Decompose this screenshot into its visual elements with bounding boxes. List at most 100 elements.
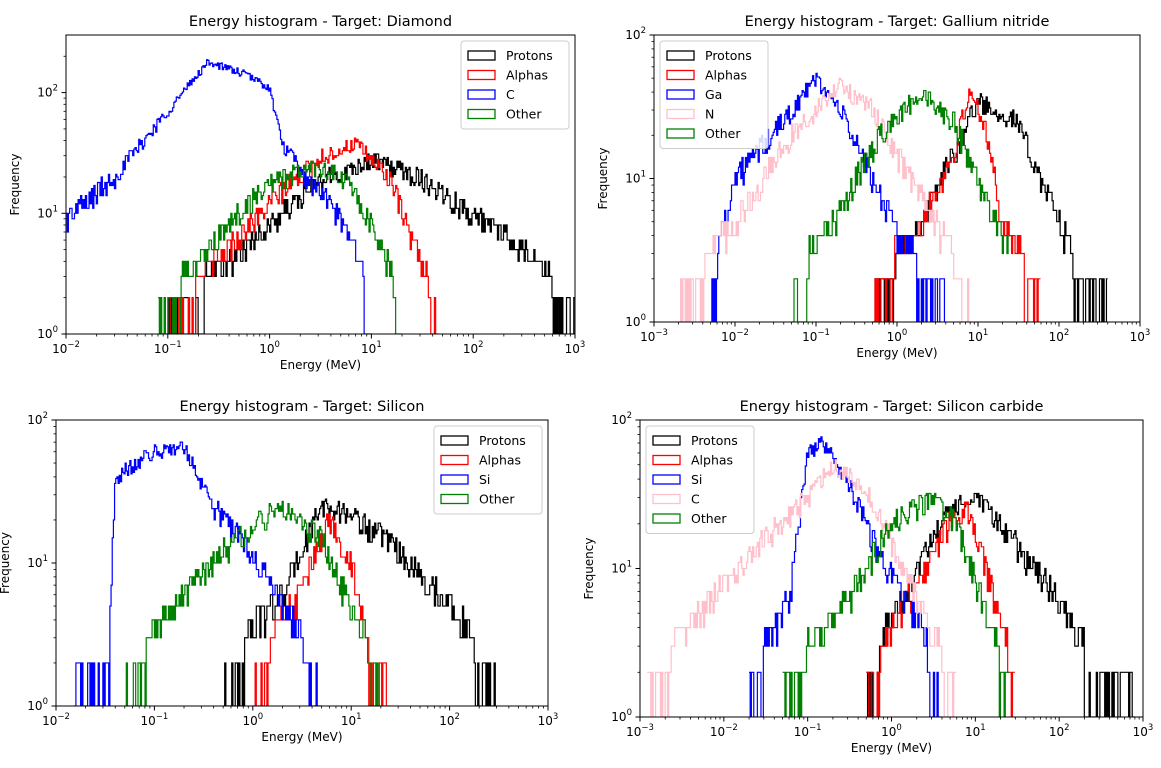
x-axis-label: Energy (MeV) [851,741,932,755]
legend-swatch-si [440,474,469,485]
legend-swatch-alphas [440,454,469,466]
x-tick-label: 100 [881,723,902,739]
legend-swatch-c [467,89,496,100]
y-axis-label: Frequency [596,148,610,210]
legend-swatch-other [440,493,469,505]
series-line-protons [223,498,497,706]
x-tick-label: 103 [1133,723,1154,739]
legend-swatch-other [652,513,681,524]
series-line-ga [710,72,946,322]
x-tick-label: 10−2 [710,723,738,739]
legend-swatch-protons [467,50,496,61]
legend-frame [659,40,769,149]
chart-panel: Energy histogram - Target: Silicon carbi… [582,399,1153,755]
legend: Protons Alphas Si C Other [645,425,755,534]
plot-area [66,59,575,334]
x-tick-label: 101 [341,712,362,728]
y-tick-label: 101 [27,554,48,570]
legend-label-protons: Protons [691,433,738,448]
legend: Protons Alphas C Other [460,40,570,130]
legend-label-c: C [506,87,515,102]
x-tick-label: 102 [439,712,460,728]
series-line-other [791,89,1011,322]
x-tick-label: 103 [1130,328,1151,344]
series-line-n [678,77,970,322]
series-line-protons [167,153,575,334]
axes-frame [65,34,576,335]
y-tick-label: 100 [27,697,48,713]
chart-title: Energy histogram - Target: Silicon carbi… [740,399,1044,415]
series-line-c [647,459,957,717]
legend-label-protons: Protons [705,48,752,63]
y-tick-label: 100 [611,708,632,724]
y-tick-label: 100 [625,313,646,329]
x-tick-label: 10−3 [640,328,668,344]
legend-swatch-protons [652,435,681,446]
x-tick-label: 101 [361,340,382,356]
legend-swatch-protons [666,50,695,61]
y-tick-label: 102 [37,84,58,100]
plot-area [73,441,497,706]
y-tick-label: 102 [625,26,646,42]
legend-frame [645,425,755,534]
y-tick-label: 102 [27,411,48,427]
x-tick-label: 10−2 [52,340,80,356]
legend-swatch-c [652,493,681,505]
legend-label-other: Other [479,492,515,507]
x-tick-label: 10−3 [626,723,654,739]
plot-area [647,436,1135,717]
legend-label-other: Other [691,511,727,526]
series-line-c [66,59,372,334]
y-tick-label: 102 [611,411,632,427]
legend-swatch-ga [666,89,695,100]
y-tick-label: 100 [37,325,58,341]
x-tick-label: 102 [1049,723,1070,739]
legend-label-n: N [705,107,714,122]
x-tick-label: 10−1 [794,723,822,739]
legend-frame [460,40,570,130]
x-tick-label: 101 [965,723,986,739]
x-tick-label: 100 [887,328,908,344]
series-line-other [782,492,1009,717]
legend-label-other: Other [705,126,741,141]
legend-swatch-alphas [666,69,695,81]
y-tick-label: 101 [611,560,632,576]
series-line-other [158,160,402,334]
legend-label-protons: Protons [479,433,526,448]
series-line-alphas [167,137,439,334]
legend-label-alphas: Alphas [479,453,521,468]
x-tick-label: 10−1 [154,340,182,356]
x-axis-label: Energy (MeV) [261,730,342,744]
chart-title: Energy histogram - Target: Silicon [179,399,424,415]
x-tick-label: 10−2 [721,328,749,344]
y-axis-label: Frequency [0,532,12,594]
x-tick-label: 103 [565,340,586,356]
x-tick-label: 10−1 [140,712,168,728]
series-line-other [125,500,381,706]
x-tick-label: 10−2 [42,712,70,728]
series-line-si [748,436,942,717]
legend-swatch-n [666,108,695,120]
x-tick-label: 101 [968,328,989,344]
legend: Protons Alphas Ga N Other [659,40,769,149]
y-axis-label: Frequency [582,538,596,600]
y-tick-label: 101 [37,204,58,220]
chart-panel: Energy histogram - Target: Gallium nitri… [596,14,1150,360]
legend-label-c: C [691,492,700,507]
legend-swatch-alphas [652,454,681,466]
y-axis-label: Frequency [8,154,22,216]
legend-label-si: Si [691,472,702,487]
legend-frame [433,425,543,515]
legend-label-other: Other [506,107,542,122]
legend-swatch-protons [440,435,469,446]
legend-swatch-si [652,474,681,485]
chart-title: Energy histogram - Target: Gallium nitri… [745,14,1050,30]
legend-label-alphas: Alphas [506,68,548,83]
legend-swatch-other [467,108,496,120]
legend-swatch-alphas [467,69,496,81]
x-tick-label: 103 [538,712,559,728]
